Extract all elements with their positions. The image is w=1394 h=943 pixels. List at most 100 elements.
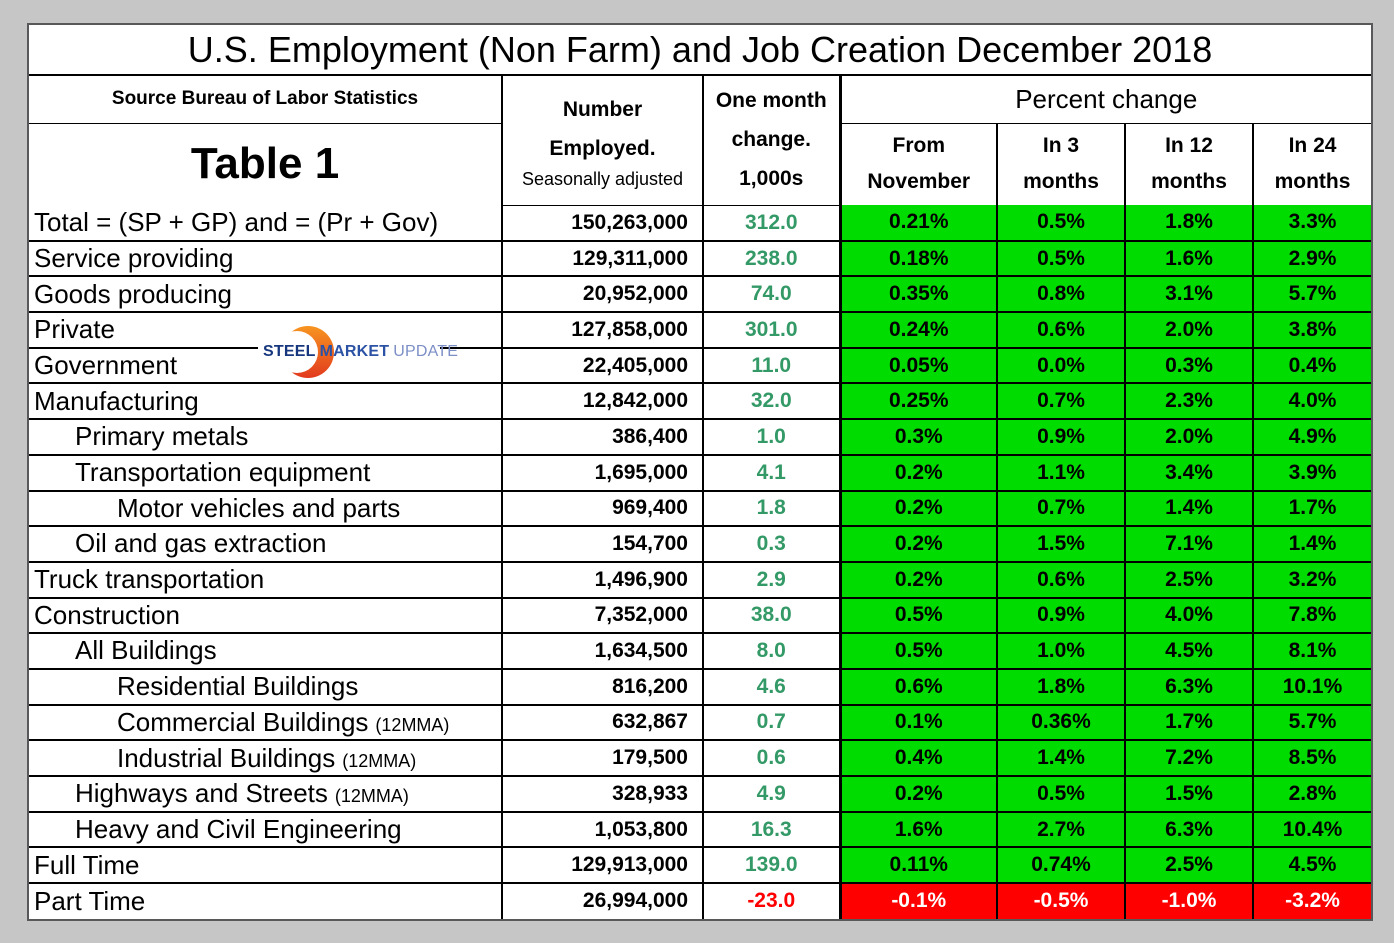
percent-change-value: 3.8% bbox=[1251, 311, 1372, 349]
table-body: Total = (SP + GP) and = (Pr + Gov) 150,26… bbox=[29, 205, 1372, 919]
header-row-1: Source Bureau of Labor Statistics Number… bbox=[29, 74, 1372, 206]
percent-change-value: 0.5% bbox=[996, 775, 1126, 813]
column-header-in-24-months: In 24 months bbox=[1251, 122, 1372, 205]
row-label-note: (12MMA) bbox=[342, 750, 417, 771]
row-label-text: Motor vehicles and parts bbox=[117, 492, 401, 523]
percent-change-value: 4.5% bbox=[1124, 632, 1254, 670]
row-label-text: Truck transportation bbox=[34, 564, 265, 595]
one-month-change-value: 2.9 bbox=[702, 560, 841, 599]
row-label-text: Heavy and Civil Engineering bbox=[75, 813, 402, 844]
table-row: Industrial Buildings (12MMA) 179,500 0.6 0.4… bbox=[29, 739, 1372, 777]
one-month-change-value: 0.7 bbox=[702, 703, 841, 742]
percent-change-value: -0.1% bbox=[838, 882, 998, 919]
row-label-text: All Buildings bbox=[75, 635, 217, 666]
one-month-change-value: 4.9 bbox=[702, 775, 841, 813]
percent-change-value: 2.5% bbox=[1124, 560, 1254, 599]
one-month-change-value: 32.0 bbox=[702, 382, 841, 421]
percent-change-value: 2.8% bbox=[1251, 775, 1372, 813]
one-month-change-value: 8.0 bbox=[702, 632, 841, 670]
column-header-in-12-months: In 12 months bbox=[1124, 122, 1254, 205]
percent-change-value: 0.4% bbox=[838, 739, 998, 777]
row-label-text: Oil and gas extraction bbox=[75, 528, 327, 559]
employed-value: 1,634,500 bbox=[501, 632, 704, 670]
one-month-change-value: 4.6 bbox=[702, 667, 841, 706]
percent-change-value: 2.0% bbox=[1124, 311, 1254, 349]
percent-change-value: 0.2% bbox=[838, 453, 998, 492]
percent-change-value: 0.18% bbox=[838, 239, 998, 278]
one-month-change-value: 238.0 bbox=[702, 239, 841, 278]
row-label-text: Highways and Streets bbox=[75, 778, 328, 809]
percent-change-value: 0.9% bbox=[996, 418, 1126, 456]
percent-change-value: 0.7% bbox=[996, 382, 1126, 421]
percent-change-value: 0.11% bbox=[838, 846, 998, 885]
row-label-text: Manufacturing bbox=[34, 385, 199, 416]
employed-value: 12,842,000 bbox=[501, 382, 704, 421]
percent-change-value: 1.8% bbox=[996, 667, 1126, 706]
percent-change-value: 0.3% bbox=[838, 418, 998, 456]
percent-change-value: 1.7% bbox=[1251, 489, 1372, 528]
percent-change-value: 5.7% bbox=[1251, 275, 1372, 314]
row-label-text: Total = (SP + GP) and = (Pr + Gov) bbox=[34, 206, 439, 237]
column-header-number-employed: Number Employed. Seasonally adjusted bbox=[501, 74, 704, 206]
table-number-label: Table 1 bbox=[29, 122, 503, 205]
source-label: Source Bureau of Labor Statistics bbox=[29, 74, 503, 124]
percent-change-value: 0.25% bbox=[838, 382, 998, 421]
one-month-change-value: 1.8 bbox=[702, 489, 841, 528]
row-label: Transportation equipment bbox=[29, 453, 503, 492]
row-label: Heavy and Civil Engineering bbox=[29, 810, 503, 849]
row-label-note: (12MMA) bbox=[334, 786, 409, 807]
employed-value: 129,913,000 bbox=[501, 846, 704, 885]
row-label-text: Private bbox=[34, 314, 115, 345]
employed-value: 816,200 bbox=[501, 667, 704, 706]
percent-change-value: 4.0% bbox=[1124, 596, 1254, 635]
table-row: Service providing 129,311,000 238.0 0.18% 0.… bbox=[29, 239, 1372, 278]
employed-value: 154,700 bbox=[501, 525, 704, 563]
row-label-text: Primary metals bbox=[75, 421, 249, 452]
row-label: Motor vehicles and parts bbox=[29, 489, 503, 528]
percent-change-value: 0.05% bbox=[838, 346, 998, 385]
employed-value: 179,500 bbox=[501, 739, 704, 777]
percent-change-value: 0.35% bbox=[838, 275, 998, 314]
table-row: Truck transportation 1,496,900 2.9 0.2% 0.6%… bbox=[29, 560, 1372, 599]
percent-change-value: 4.9% bbox=[1251, 418, 1372, 456]
percent-change-value: -3.2% bbox=[1251, 882, 1372, 919]
table-row: Primary metals 386,400 1.0 0.3% 0.9% 2.0% 4.9% bbox=[29, 418, 1372, 456]
logo-word-market: MARKET bbox=[319, 343, 390, 360]
row-label: Highways and Streets (12MMA) bbox=[29, 775, 503, 813]
column-header-from-november: From November bbox=[838, 122, 998, 205]
percent-change-value: 7.8% bbox=[1251, 596, 1372, 635]
one-month-change-value: 301.0 bbox=[702, 311, 841, 349]
percent-change-value: 1.6% bbox=[1124, 239, 1254, 278]
percent-change-value: 2.3% bbox=[1124, 382, 1254, 421]
row-label-note: (12MMA) bbox=[375, 714, 450, 735]
employed-value: 969,400 bbox=[501, 489, 704, 528]
percent-change-value: 0.5% bbox=[996, 239, 1126, 278]
row-label-text: Construction bbox=[34, 599, 180, 630]
percent-change-value: 3.3% bbox=[1251, 205, 1372, 242]
percent-change-value: 3.9% bbox=[1251, 453, 1372, 492]
percent-change-value: 10.4% bbox=[1251, 810, 1372, 849]
logo-word-steel: STEEL bbox=[263, 343, 316, 360]
row-label-text: Government bbox=[34, 349, 178, 380]
row-label-text: Transportation equipment bbox=[75, 457, 371, 487]
percent-change-value: 2.9% bbox=[1251, 239, 1372, 278]
percent-change-value: 1.6% bbox=[838, 810, 998, 849]
percent-change-value: 0.5% bbox=[838, 596, 998, 635]
employed-value: 20,952,000 bbox=[501, 275, 704, 314]
page-title: U.S. Employment (Non Farm) and Job Creat… bbox=[29, 25, 1372, 76]
percent-change-value: 0.74% bbox=[996, 846, 1126, 885]
percent-change-value: 8.1% bbox=[1251, 632, 1372, 670]
percent-change-value: 2.0% bbox=[1124, 418, 1254, 456]
table-row: Manufacturing 12,842,000 32.0 0.25% 0.7% 2.3%… bbox=[29, 382, 1372, 421]
percent-change-value: 4.5% bbox=[1251, 846, 1372, 885]
row-label: Total = (SP + GP) and = (Pr + Gov) bbox=[29, 205, 503, 242]
employed-value: 150,263,000 bbox=[501, 205, 704, 242]
percent-change-header: Percent change bbox=[838, 74, 1372, 124]
employed-value: 26,994,000 bbox=[501, 882, 704, 919]
percent-change-value: 6.3% bbox=[1124, 810, 1254, 849]
table-row: Full Time 129,913,000 139.0 0.11% 0.74% 2.5% 4… bbox=[29, 846, 1372, 885]
table-row: Highways and Streets (12MMA) 328,933 4.9 0.2… bbox=[29, 775, 1372, 813]
percent-change-value: 0.2% bbox=[838, 775, 998, 813]
percent-change-value: 1.5% bbox=[996, 525, 1126, 563]
row-label: Residential Buildings bbox=[29, 667, 503, 706]
